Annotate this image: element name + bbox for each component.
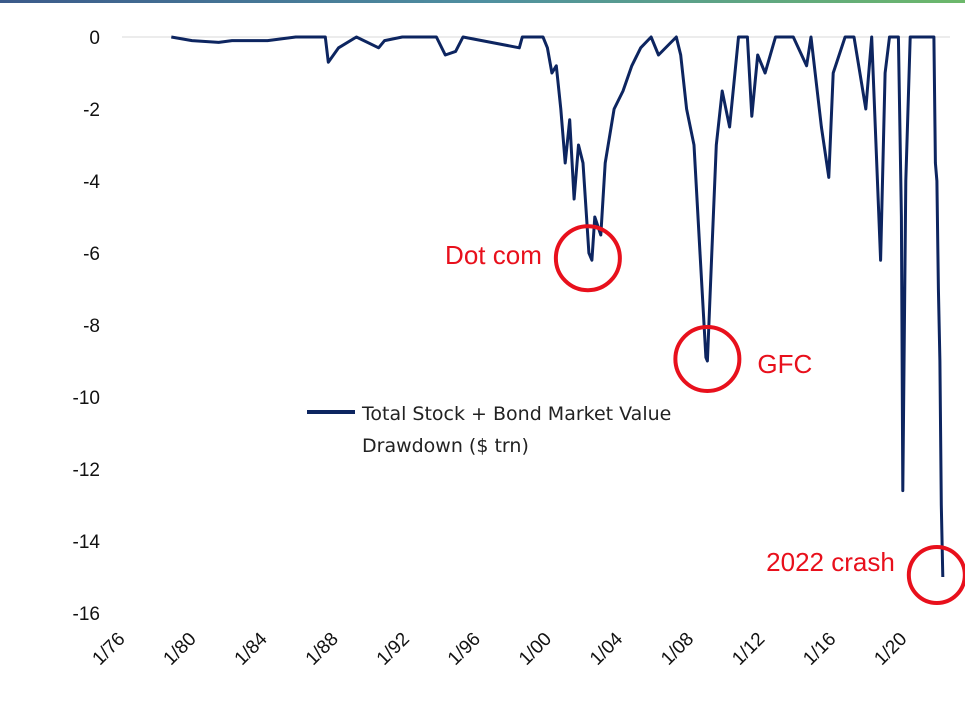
x-tick-label: 1/84 [231,628,272,669]
legend-label-line1: Total Stock + Bond Market Value [361,403,671,425]
x-tick-label: 1/16 [799,629,840,670]
y-tick-label: -8 [83,316,100,337]
y-tick-label: -14 [73,532,101,553]
annotation-circle [553,224,622,293]
y-tick-label: -6 [83,244,100,265]
y-tick-label: -10 [73,388,100,409]
annotation-label: 2022 crash [766,547,895,577]
x-tick-label: 1/96 [444,629,485,670]
annotation-circle [673,325,742,393]
y-tick-label: -16 [73,604,100,625]
x-tick-label: 1/76 [89,629,130,670]
annotation-label: Dot com [445,240,542,270]
x-tick-label: 1/80 [160,629,201,670]
top-accent-bar [0,0,965,3]
annotation-label: GFC [757,349,812,379]
y-tick-label: 0 [89,28,100,49]
x-tick-label: 1/04 [586,628,627,669]
series-line [171,35,945,578]
y-tick-label: -2 [83,100,100,121]
legend: Total Stock + Bond Market Value Drawdown… [307,403,671,457]
x-tick-label: 1/00 [515,629,556,670]
y-tick-label: -4 [83,172,100,193]
x-tick-label: 1/92 [373,629,414,670]
annotation-circle [906,545,965,605]
y-tick-label: -12 [73,460,100,481]
x-tick-label: 1/20 [870,629,911,670]
legend-label-line2: Drawdown ($ trn) [362,435,529,457]
x-tick-label: 1/08 [657,629,698,670]
x-tick-label: 1/12 [728,629,769,670]
x-tick-label: 1/88 [302,629,343,670]
